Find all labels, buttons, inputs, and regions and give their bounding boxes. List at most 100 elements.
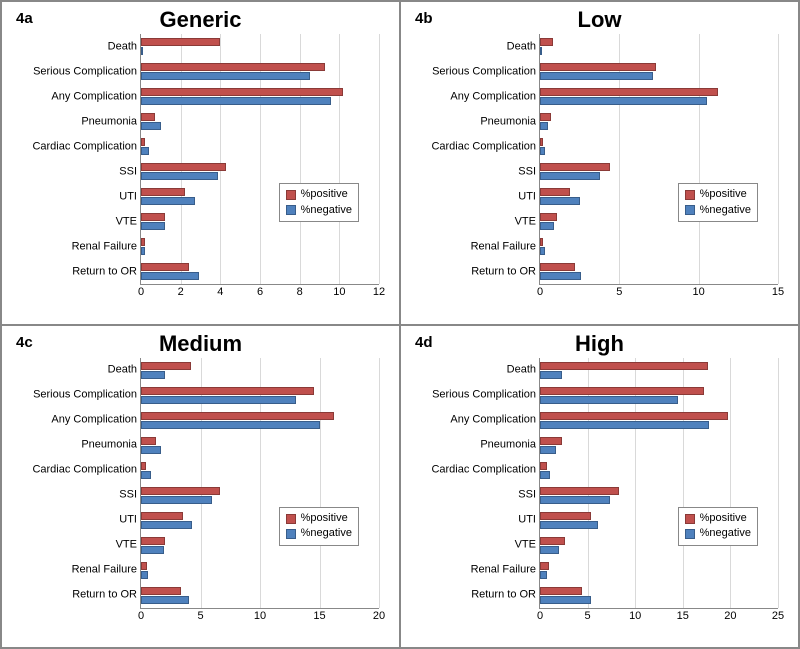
bar-negative bbox=[141, 72, 310, 80]
category-row: Return to OR bbox=[141, 259, 379, 284]
legend-label: %negative bbox=[700, 526, 751, 541]
x-tick: 5 bbox=[197, 608, 203, 622]
category-row: Death bbox=[540, 34, 778, 59]
bar-negative bbox=[141, 172, 218, 180]
plot-area: 0510152025DeathSerious ComplicationAny C… bbox=[539, 358, 778, 609]
category-row: Death bbox=[540, 358, 778, 383]
category-label: SSI bbox=[518, 490, 540, 501]
category-label: Serious Complication bbox=[33, 66, 141, 77]
x-tick: 10 bbox=[693, 284, 705, 298]
bar-positive bbox=[141, 512, 183, 520]
x-tick: 4 bbox=[217, 284, 223, 298]
legend-swatch bbox=[286, 205, 296, 215]
bar-negative bbox=[141, 47, 143, 55]
category-row: Renal Failure bbox=[141, 558, 379, 583]
bar-negative bbox=[540, 97, 707, 105]
bar-positive bbox=[540, 512, 591, 520]
bar-positive bbox=[141, 412, 334, 420]
x-tick: 5 bbox=[585, 608, 591, 622]
bar-negative bbox=[141, 272, 199, 280]
category-label: Any Complication bbox=[450, 415, 540, 426]
bar-positive bbox=[540, 587, 582, 595]
panel-4a: 4aGeneric024681012DeathSerious Complicat… bbox=[1, 1, 400, 325]
bar-positive bbox=[141, 537, 165, 545]
bar-positive bbox=[540, 263, 575, 271]
plot-area: 05101520DeathSerious ComplicationAny Com… bbox=[140, 358, 379, 609]
bar-negative bbox=[141, 521, 192, 529]
bar-positive bbox=[141, 437, 156, 445]
grid-line bbox=[778, 358, 779, 608]
legend-swatch bbox=[286, 514, 296, 524]
bar-positive bbox=[540, 362, 708, 370]
bar-positive bbox=[141, 362, 191, 370]
panel-label: 4b bbox=[415, 10, 433, 27]
category-row: SSI bbox=[141, 159, 379, 184]
x-tick: 10 bbox=[629, 608, 641, 622]
x-tick: 15 bbox=[313, 608, 325, 622]
bar-negative bbox=[141, 396, 296, 404]
category-row: Pneumonia bbox=[141, 109, 379, 134]
bar-negative bbox=[141, 596, 189, 604]
bar-negative bbox=[540, 222, 554, 230]
plot-area: 024681012DeathSerious ComplicationAny Co… bbox=[140, 34, 379, 285]
bar-positive bbox=[141, 63, 325, 71]
figure-grid: 4aGeneric024681012DeathSerious Complicat… bbox=[0, 0, 800, 649]
category-label: Renal Failure bbox=[471, 241, 540, 252]
plot-area: 051015DeathSerious ComplicationAny Compl… bbox=[539, 34, 778, 285]
x-tick: 10 bbox=[333, 284, 345, 298]
category-label: Serious Complication bbox=[33, 390, 141, 401]
x-tick: 5 bbox=[616, 284, 622, 298]
category-row: Return to OR bbox=[540, 583, 778, 608]
legend-swatch bbox=[685, 529, 695, 539]
bar-positive bbox=[141, 387, 314, 395]
category-label: VTE bbox=[116, 216, 141, 227]
bar-negative bbox=[141, 446, 161, 454]
category-label: Death bbox=[108, 365, 141, 376]
category-row: SSI bbox=[540, 159, 778, 184]
category-label: Return to OR bbox=[72, 590, 141, 601]
panel-4d: 4dHigh0510152025DeathSerious Complicatio… bbox=[400, 325, 799, 649]
category-label: Renal Failure bbox=[471, 565, 540, 576]
legend-row-positive: %positive bbox=[685, 187, 751, 202]
bar-negative bbox=[141, 421, 320, 429]
grid-line bbox=[379, 358, 380, 608]
bar-positive bbox=[540, 88, 718, 96]
category-row: Renal Failure bbox=[540, 234, 778, 259]
category-row: Serious Complication bbox=[141, 59, 379, 84]
category-label: UTI bbox=[518, 515, 540, 526]
bar-positive bbox=[540, 113, 551, 121]
category-row: Serious Complication bbox=[540, 59, 778, 84]
bar-negative bbox=[141, 371, 165, 379]
category-label: SSI bbox=[119, 166, 141, 177]
category-row: Cardiac Complication bbox=[141, 458, 379, 483]
category-label: Return to OR bbox=[72, 266, 141, 277]
x-tick: 6 bbox=[257, 284, 263, 298]
bar-positive bbox=[540, 462, 547, 470]
category-row: Death bbox=[141, 34, 379, 59]
category-label: Serious Complication bbox=[432, 390, 540, 401]
bar-negative bbox=[540, 396, 678, 404]
category-label: Death bbox=[507, 365, 540, 376]
bar-negative bbox=[141, 546, 164, 554]
bar-negative bbox=[540, 247, 545, 255]
bar-negative bbox=[141, 147, 149, 155]
legend-row-positive: %positive bbox=[286, 511, 352, 526]
legend: %positive%negative bbox=[279, 183, 359, 222]
category-row: Any Complication bbox=[141, 408, 379, 433]
category-label: Renal Failure bbox=[72, 241, 141, 252]
legend-label: %positive bbox=[301, 187, 348, 202]
bar-positive bbox=[540, 412, 728, 420]
legend-swatch bbox=[685, 205, 695, 215]
bar-negative bbox=[540, 596, 591, 604]
x-tick: 15 bbox=[677, 608, 689, 622]
bar-negative bbox=[540, 172, 600, 180]
bar-positive bbox=[540, 437, 562, 445]
bar-positive bbox=[141, 238, 145, 246]
category-row: Serious Complication bbox=[141, 383, 379, 408]
category-row: Pneumonia bbox=[540, 109, 778, 134]
category-row: Death bbox=[141, 358, 379, 383]
x-tick: 15 bbox=[772, 284, 784, 298]
panel-title: Medium bbox=[12, 332, 389, 356]
bar-negative bbox=[540, 546, 559, 554]
bar-negative bbox=[540, 571, 547, 579]
